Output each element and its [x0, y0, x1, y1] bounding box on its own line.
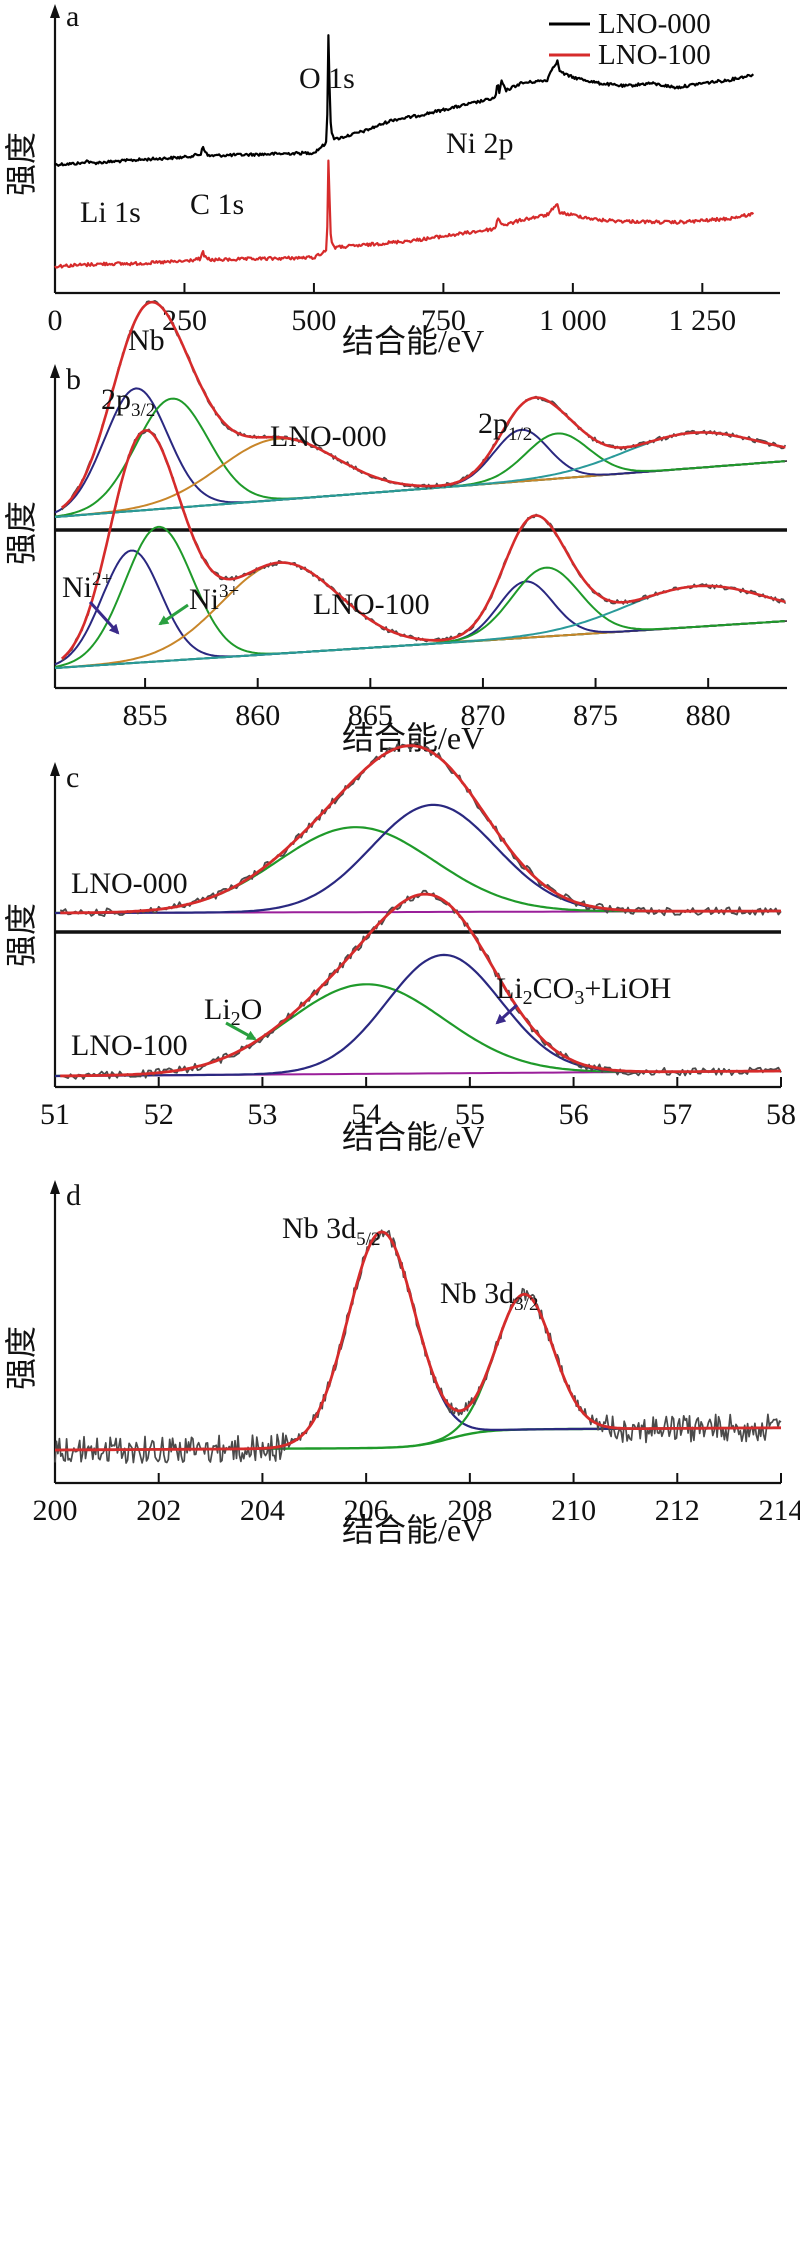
panel-d-x-ticks: 200 202 204 206 208 210 212 214: [33, 1473, 800, 1527]
x-tick-label: 865: [348, 699, 393, 732]
fit-envelope: [60, 300, 786, 509]
panel-d: 200 202 204 206 208 210 212 214 d 强度 结合能/eV Nb …: [3, 1179, 800, 1548]
fit-envelope: [60, 744, 781, 915]
x-tick-label: 1 000: [539, 304, 607, 337]
component-peak: [417, 1293, 651, 1447]
x-tick-label: 208: [447, 1494, 492, 1527]
x-tick-label: 52: [144, 1098, 174, 1131]
annotation-nb: Nb: [128, 324, 165, 357]
component-peak: [54, 432, 785, 518]
panel-c-label: c: [66, 761, 79, 794]
panel-c-ylabel: 强度: [3, 903, 39, 967]
annotation-nb-3d32: Nb 3d3/2: [440, 1277, 538, 1315]
x-tick-label: 200: [33, 1494, 78, 1527]
x-tick-label: 250: [162, 304, 207, 337]
legend-label-lno-000: LNO-000: [598, 8, 711, 40]
arrow-li2co3: [495, 1003, 519, 1025]
panel-b-label: b: [66, 363, 81, 396]
raw-spectrum: [61, 428, 787, 662]
component-peak: [54, 387, 785, 514]
x-tick-label: 214: [759, 1494, 800, 1527]
x-tick-label: 206: [344, 1494, 389, 1527]
panel-c-xlabel: 结合能/eV: [342, 1119, 484, 1155]
panel-d-y-axis-arrow: [50, 1180, 60, 1194]
x-tick-label: 58: [766, 1098, 796, 1131]
component-peak: [54, 437, 785, 518]
x-tick-label: 870: [460, 699, 505, 732]
x-tick-label: 855: [123, 699, 168, 732]
x-tick-label: 0: [48, 304, 63, 337]
annotation-nb-3d52: Nb 3d5/2: [282, 1212, 380, 1250]
x-tick-label: 53: [247, 1098, 277, 1131]
legend: LNO-000 LNO-100: [549, 8, 711, 71]
annotation-li2o: Li2O: [204, 993, 262, 1030]
panel-d-label: d: [66, 1179, 81, 1212]
panel-d-ylabel: 强度: [3, 1326, 39, 1390]
arrow-li2o: [225, 1021, 257, 1041]
series-lno-000: [54, 34, 755, 167]
panel-b-xlabel: 结合能/eV: [342, 720, 484, 756]
x-tick-label: 204: [240, 1494, 285, 1527]
panel-d-series: [54, 1229, 782, 1464]
arrow-ni2plus: [88, 600, 120, 635]
panel-a-x-ticks: 0 250 500 750 1 000 1 250: [48, 283, 737, 337]
panel-c-y-axis-arrow: [50, 762, 60, 776]
arrow-ni3plus: [158, 603, 189, 626]
panel-a-label: a: [66, 0, 79, 33]
annotation-o-1s: O 1s: [299, 62, 355, 95]
annotation-lno-100-b: LNO-100: [313, 588, 430, 621]
fit-envelope: [60, 892, 781, 1078]
annotation-c-1s: C 1s: [190, 188, 244, 221]
annotation-lno-000-c: LNO-000: [71, 867, 188, 900]
x-tick-label: 860: [235, 699, 280, 732]
annotation-ni2plus: Ni2+: [62, 569, 112, 604]
x-tick-label: 55: [455, 1098, 485, 1131]
annotation-2p12: 2p1/2: [478, 407, 532, 445]
fit-envelope: [60, 429, 786, 660]
x-tick-label: 875: [573, 699, 618, 732]
panel-b-y-axis-arrow: [50, 364, 60, 378]
x-tick-label: 202: [136, 1494, 181, 1527]
x-tick-label: 500: [291, 304, 336, 337]
x-tick-label: 750: [421, 304, 466, 337]
annotation-lno-000-b: LNO-000: [270, 420, 387, 453]
x-tick-label: 212: [655, 1494, 700, 1527]
annotation-li-1s: Li 1s: [80, 196, 141, 229]
panel-a-xlabel: 结合能/eV: [342, 323, 484, 359]
panel-a: 0 250 500 750 1 000 1 250 a 强度 结合能/eV Li 1s C…: [3, 0, 780, 359]
panel-c-series: [54, 741, 782, 1080]
panel-a-y-axis-arrow: [50, 4, 60, 18]
series-lno-100: [54, 159, 755, 269]
panel-b: 855 860 865 870 875 880 b 强度 结合能/eV 2p3/2 2p1…: [3, 300, 788, 756]
annotation-lno-100-c: LNO-100: [71, 1029, 188, 1062]
panel-a-series: [54, 34, 755, 269]
x-tick-label: 51: [40, 1098, 70, 1131]
fit-envelope: [55, 1230, 781, 1452]
component-peak: [54, 428, 785, 518]
panel-d-xlabel: 结合能/eV: [342, 1512, 484, 1548]
component-peak: [54, 431, 785, 518]
annotation-2p32: 2p3/2: [101, 383, 155, 421]
panel-a-ylabel: 强度: [3, 132, 39, 196]
panel-c: 51 52 53 54 55 56 57 58 c 强度 结合能/eV LNO-000 LNO…: [3, 741, 796, 1155]
panel-c-x-ticks: 51 52 53 54 55 56 57 58: [40, 1077, 796, 1131]
annotation-li2co3-lioh: Li2CO3+LiOH: [496, 972, 671, 1009]
annotation-ni-2p: Ni 2p: [446, 127, 514, 160]
component-peak: [262, 1230, 678, 1450]
x-tick-label: 1 250: [669, 304, 737, 337]
panel-b-series: [54, 300, 788, 669]
x-tick-label: 54: [351, 1098, 381, 1131]
annotation-ni3plus: Ni3+: [189, 581, 239, 616]
panel-b-ylabel: 强度: [3, 501, 39, 565]
panel-b-x-ticks: 855 860 865 870 875 880: [123, 678, 731, 732]
legend-label-lno-100: LNO-100: [598, 39, 711, 71]
x-tick-label: 210: [551, 1494, 596, 1527]
x-tick-label: 880: [686, 699, 731, 732]
x-tick-label: 57: [662, 1098, 692, 1131]
x-tick-label: 56: [559, 1098, 589, 1131]
